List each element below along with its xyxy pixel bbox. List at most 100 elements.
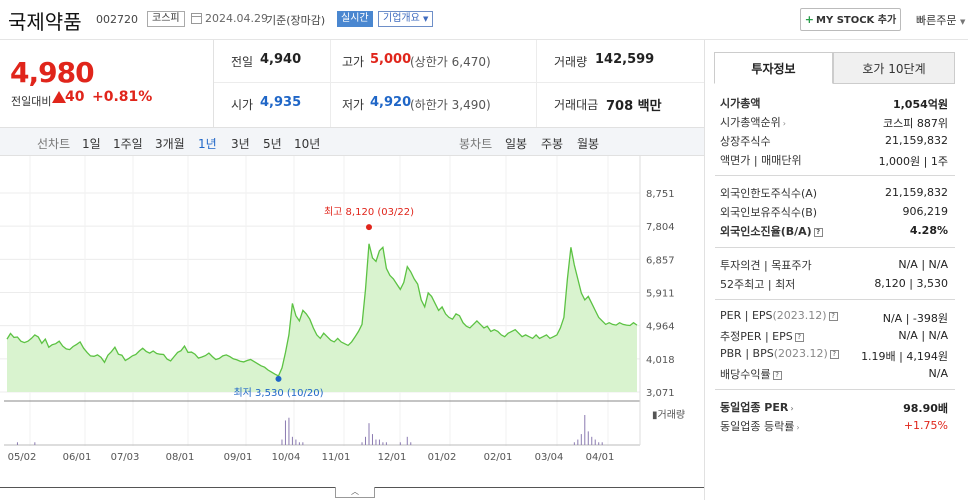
period-3m[interactable]: 3개월 [155, 137, 185, 151]
est-eps-label: EPS [772, 330, 793, 343]
plus-icon: + [804, 13, 815, 26]
help-icon[interactable]: ? [794, 332, 804, 342]
industry-change-value: +1.75% [903, 419, 948, 432]
foreign-ratio-value: 4.28% [909, 224, 948, 237]
trade-amount-value: 708 백만 [606, 99, 662, 114]
foreign-limit-value: 21,159,832 [885, 186, 948, 199]
foreign-limit-label: 외국인한도주식수(A) [720, 187, 818, 200]
industry-change-label: 동일업종 등락률 [720, 420, 795, 433]
add-mystock-button[interactable]: + MY STOCK 추가 [800, 8, 901, 31]
period-1d[interactable]: 1일 [82, 137, 101, 151]
x-tick-label: 04/01 [586, 452, 615, 463]
market-cap-label: 시가총액 [720, 97, 761, 110]
change-amount: 40 [65, 89, 85, 105]
max-annotation: 최고 8,120 (03/22) [324, 206, 414, 218]
cap-rank-label: 시가총액순위 [720, 116, 781, 129]
period-1y[interactable]: 1년 [198, 137, 217, 151]
industry-change-link[interactable]: 동일업종 등락률 › [720, 418, 800, 434]
divider [715, 175, 955, 176]
price-chart-svg: ▮거래량 8,751 7,804 6,857 5,911 4,964 4,018 3,071… [0, 156, 685, 463]
quick-order-link[interactable]: 빠른주문 ▼ [916, 12, 965, 28]
up-triangle-icon [52, 91, 66, 103]
opinion-target-labels: 투자의견 | 목표주가 [720, 259, 812, 272]
current-price: 4,980 [10, 56, 95, 89]
quick-order-label: 빠른주문 [916, 14, 957, 27]
price-chart[interactable]: ▮거래량 8,751 7,804 6,857 5,911 4,964 4,018 3,071… [0, 156, 704, 500]
candle-weekly[interactable]: 주봉 [541, 137, 564, 151]
period-5y[interactable]: 5년 [263, 137, 282, 151]
candle-daily[interactable]: 일봉 [505, 137, 528, 151]
x-tick-label: 05/02 [8, 452, 37, 463]
y-tick-label: 5,911 [646, 289, 675, 300]
x-tick-label: 06/01 [63, 452, 92, 463]
x-tick-label: 08/01 [166, 452, 195, 463]
volume-value: 142,599 [595, 52, 655, 67]
foreign-ratio-row: 외국인소진율(B/A)? [720, 223, 823, 239]
lower-limit: (하한가 3,490) [410, 98, 491, 112]
divider [715, 389, 955, 390]
collapse-chart-button[interactable]: ︿ [335, 487, 375, 498]
shares-label: 상장주식수 [720, 135, 771, 148]
chevron-right-icon: › [790, 404, 794, 413]
candle-chart-label: 봉차트 [459, 137, 493, 151]
industry-per-link[interactable]: 동일업종 PER › [720, 399, 794, 415]
chevron-right-icon: › [796, 423, 800, 432]
help-icon[interactable]: ? [772, 370, 782, 380]
per-eps-labels: PER | EPS(2023.12)? [720, 309, 838, 322]
y-tick-label: 8,751 [646, 189, 675, 200]
x-tick-label: 07/03 [111, 452, 140, 463]
x-tick-label: 02/01 [484, 452, 513, 463]
tab-investment-info[interactable]: 투자정보 [714, 52, 833, 84]
quote-date: 2024.04.29 [205, 12, 268, 25]
high-low-52-labels: 52주최고 | 최저 [720, 278, 796, 291]
high-value: 5,000 [370, 52, 412, 67]
prev-close-label: 전일 [231, 55, 254, 69]
dividend-label: 배당수익률 [720, 368, 771, 381]
low-value: 4,920 [370, 95, 412, 110]
open-value: 4,935 [260, 95, 302, 110]
chevron-down-icon: ▼ [423, 15, 429, 23]
y-tick-label: 4,964 [646, 322, 675, 333]
divider [330, 40, 331, 127]
cap-rank-link[interactable]: 시가총액순위 › [720, 114, 786, 130]
divider [213, 40, 214, 127]
pbr-label: PBR [720, 347, 742, 360]
period-10y[interactable]: 10년 [294, 137, 321, 151]
divider [536, 40, 537, 127]
chevron-up-icon: ︿ [351, 487, 359, 496]
x-tick-label: 11/01 [322, 452, 351, 463]
help-icon[interactable]: ? [828, 311, 838, 321]
opinion-target-value: N/A | N/A [898, 258, 948, 271]
quote-basis: 기준(장마감) [266, 14, 326, 27]
min-annotation: 최저 3,530 (10/20) [233, 387, 323, 399]
x-tick-label: 01/02 [428, 452, 457, 463]
company-info-dropdown[interactable]: 기업개요 ▼ [378, 11, 434, 27]
stock-code: 002720 [96, 13, 138, 26]
eps-label: EPS [751, 309, 773, 322]
est-per-eps-labels: 추정PER | EPS? [720, 328, 804, 344]
price-line [6, 243, 638, 377]
x-tick-label: 10/04 [272, 452, 301, 463]
industry-per-value: 98.90배 [903, 402, 948, 415]
cap-rank-value: 코스피 887위 [883, 117, 948, 130]
low52-label: 최저 [775, 278, 796, 291]
price-area [7, 243, 637, 392]
line-chart-label: 선차트 [37, 137, 71, 151]
add-mystock-label: MY STOCK 추가 [816, 15, 897, 26]
candle-monthly[interactable]: 월봉 [577, 137, 600, 151]
help-icon[interactable]: ? [829, 349, 839, 359]
divider [715, 247, 955, 248]
divider [715, 299, 955, 300]
bps-label: BPS [752, 347, 774, 360]
realtime-button[interactable]: 실시간 [337, 11, 373, 27]
period-1w[interactable]: 1주일 [113, 137, 143, 151]
stock-header: 국제약품 002720 코스피 2024.04.29 기준(장마감) 실시간 기… [0, 0, 968, 40]
help-icon[interactable]: ? [813, 227, 823, 237]
period-3y[interactable]: 3년 [231, 137, 250, 151]
company-info-label: 기업개요 [383, 13, 420, 24]
market-cap-value: 1,054억원 [892, 98, 948, 111]
face-unit-labels: 액면가 | 매매단위 [720, 154, 802, 167]
tab-order-book[interactable]: 호가 10단계 [833, 52, 955, 84]
per-label: PER [720, 309, 742, 322]
chevron-down-icon: ▼ [959, 18, 966, 26]
